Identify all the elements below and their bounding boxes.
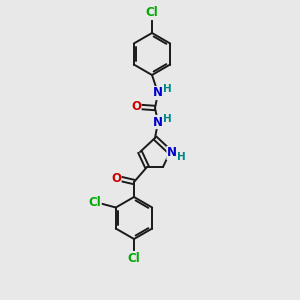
Text: N: N — [153, 86, 163, 100]
Text: Cl: Cl — [146, 7, 158, 20]
Text: Cl: Cl — [128, 251, 140, 265]
Text: H: H — [163, 84, 171, 94]
Text: O: O — [131, 100, 141, 113]
Text: H: H — [177, 152, 185, 162]
Text: N: N — [153, 116, 163, 128]
Text: Cl: Cl — [88, 196, 101, 209]
Text: O: O — [111, 172, 121, 185]
Text: H: H — [163, 114, 171, 124]
Text: N: N — [167, 146, 177, 160]
